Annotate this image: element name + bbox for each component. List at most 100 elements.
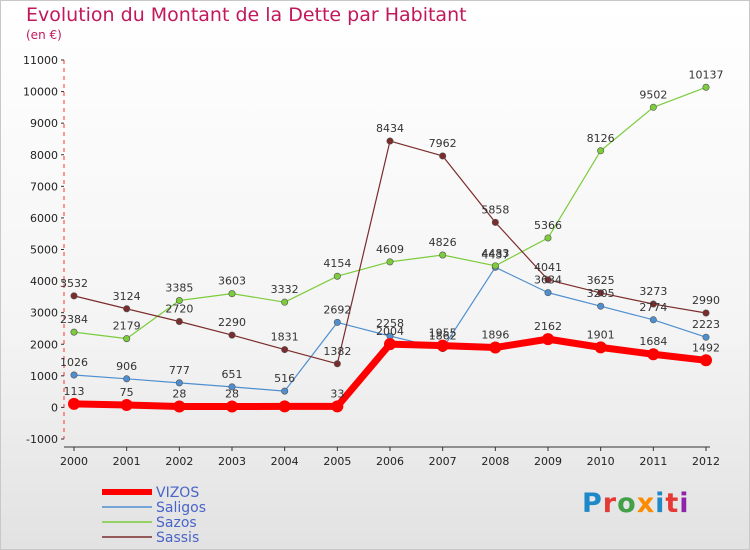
data-label-vizos: 75: [120, 386, 134, 399]
data-label-sazos: 5366: [534, 219, 562, 232]
y-tick-label: 9000: [30, 117, 58, 130]
data-point-vizos: [489, 341, 502, 354]
data-label-saligos: 2258: [376, 317, 404, 330]
data-label-vizos: 1684: [639, 335, 667, 348]
x-tick-label: 2001: [113, 455, 141, 468]
data-label-sassis: 1831: [271, 331, 299, 344]
data-point-saligos: [544, 289, 552, 297]
data-label-saligos: 4437: [481, 248, 509, 261]
data-label-vizos: 28: [225, 388, 239, 401]
data-point-sassis: [544, 276, 552, 284]
data-label-sazos: 3385: [165, 282, 193, 295]
data-label-sassis: 1382: [323, 345, 351, 358]
data-label-sassis: 7962: [429, 137, 457, 150]
data-point-saligos: [649, 316, 657, 324]
data-point-sazos: [386, 258, 394, 266]
data-label-sassis: 3532: [60, 277, 88, 290]
x-tick-label: 2006: [376, 455, 404, 468]
legend-label-sassis: Sassis: [156, 530, 199, 546]
data-label-vizos: 2004: [376, 325, 404, 338]
y-tick-label: 4000: [30, 275, 58, 288]
data-label-saligos: 3205: [587, 287, 615, 300]
data-point-saligos: [123, 375, 131, 383]
data-point-sazos: [281, 298, 289, 306]
data-label-sazos: 2384: [60, 313, 88, 326]
data-point-vizos: [68, 397, 80, 410]
data-label-sazos: 8126: [587, 132, 615, 145]
data-point-sassis: [333, 360, 341, 368]
y-tick-label: 10000: [23, 86, 58, 99]
x-tick-label: 2011: [639, 455, 667, 468]
y-tick-label: 11000: [23, 54, 58, 67]
data-label-sassis: 3273: [639, 285, 667, 298]
data-point-vizos: [384, 338, 396, 351]
data-point-sassis: [228, 331, 236, 339]
data-point-sassis: [281, 346, 289, 354]
data-point-vizos: [278, 400, 291, 413]
x-tick-label: 2009: [534, 455, 562, 468]
x-tick-label: 2000: [60, 455, 88, 468]
data-point-saligos: [228, 383, 236, 391]
data-point-sassis: [386, 137, 394, 145]
legend-label-sazos: Sazos: [156, 515, 197, 531]
data-label-vizos: 1896: [481, 329, 509, 342]
data-label-vizos: 113: [64, 385, 85, 398]
data-point-sassis: [70, 292, 78, 300]
data-label-sazos: 4609: [376, 243, 404, 256]
data-point-vizos: [331, 400, 344, 413]
data-label-sazos: 4826: [429, 236, 457, 249]
data-label-sassis: 3625: [587, 274, 615, 287]
data-point-sazos: [597, 147, 605, 155]
x-tick-label: 2005: [323, 455, 351, 468]
y-tick-label: -1000: [26, 433, 58, 446]
data-point-sazos: [175, 297, 183, 305]
data-point-vizos: [594, 341, 607, 354]
legend-label-saligos: Saligos: [156, 500, 206, 516]
data-label-saligos: 906: [116, 360, 137, 373]
data-point-sassis: [491, 218, 499, 226]
data-label-sassis: 4041: [534, 261, 562, 274]
data-label-sazos: 3332: [271, 283, 299, 296]
data-point-sazos: [702, 83, 710, 91]
chart-title: Evolution du Montant de la Dette par Hab…: [26, 4, 467, 26]
legend-label-vizos: VIZOS: [156, 485, 199, 501]
y-tick-label: 0: [51, 401, 58, 414]
data-point-vizos: [700, 354, 712, 367]
data-label-vizos: 1901: [587, 328, 615, 341]
data-point-vizos: [542, 333, 554, 346]
data-label-sazos: 3603: [218, 275, 246, 288]
data-point-sassis: [439, 152, 447, 160]
data-label-sazos: 9502: [639, 88, 667, 101]
data-point-saligos: [70, 371, 78, 379]
data-point-vizos: [226, 400, 238, 413]
data-point-saligos: [702, 333, 710, 341]
data-point-sazos: [123, 335, 131, 343]
y-tick-label: 6000: [30, 212, 58, 225]
x-tick-label: 2004: [271, 455, 299, 468]
data-point-sassis: [649, 300, 657, 308]
x-tick-label: 2012: [692, 455, 720, 468]
axes: -1000 0 1000 2000 3000 4000 5000 6000 7000 8000 90…: [23, 54, 720, 468]
y-tick-label: 3000: [30, 307, 58, 320]
data-label-vizos: 33: [330, 387, 344, 400]
data-point-sassis: [175, 318, 183, 326]
data-label-vizos: 28: [172, 388, 186, 401]
data-point-sassis: [597, 289, 605, 297]
y-tick-label: 7000: [30, 180, 58, 193]
data-point-vizos: [436, 339, 449, 352]
data-label-sazos: 4483: [481, 247, 509, 260]
data-point-sazos: [70, 328, 78, 336]
data-point-saligos: [597, 302, 605, 310]
data-label-sassis: 8434: [376, 122, 404, 135]
data-label-saligos: 1862: [429, 330, 457, 343]
data-point-sazos: [333, 272, 341, 280]
data-label-saligos: 1026: [60, 356, 88, 369]
data-point-saligos: [175, 379, 183, 387]
data-label-sassis: 2290: [218, 316, 246, 329]
data-point-vizos: [647, 348, 660, 361]
data-point-sazos: [649, 103, 657, 111]
data-point-vizos: [120, 399, 133, 412]
